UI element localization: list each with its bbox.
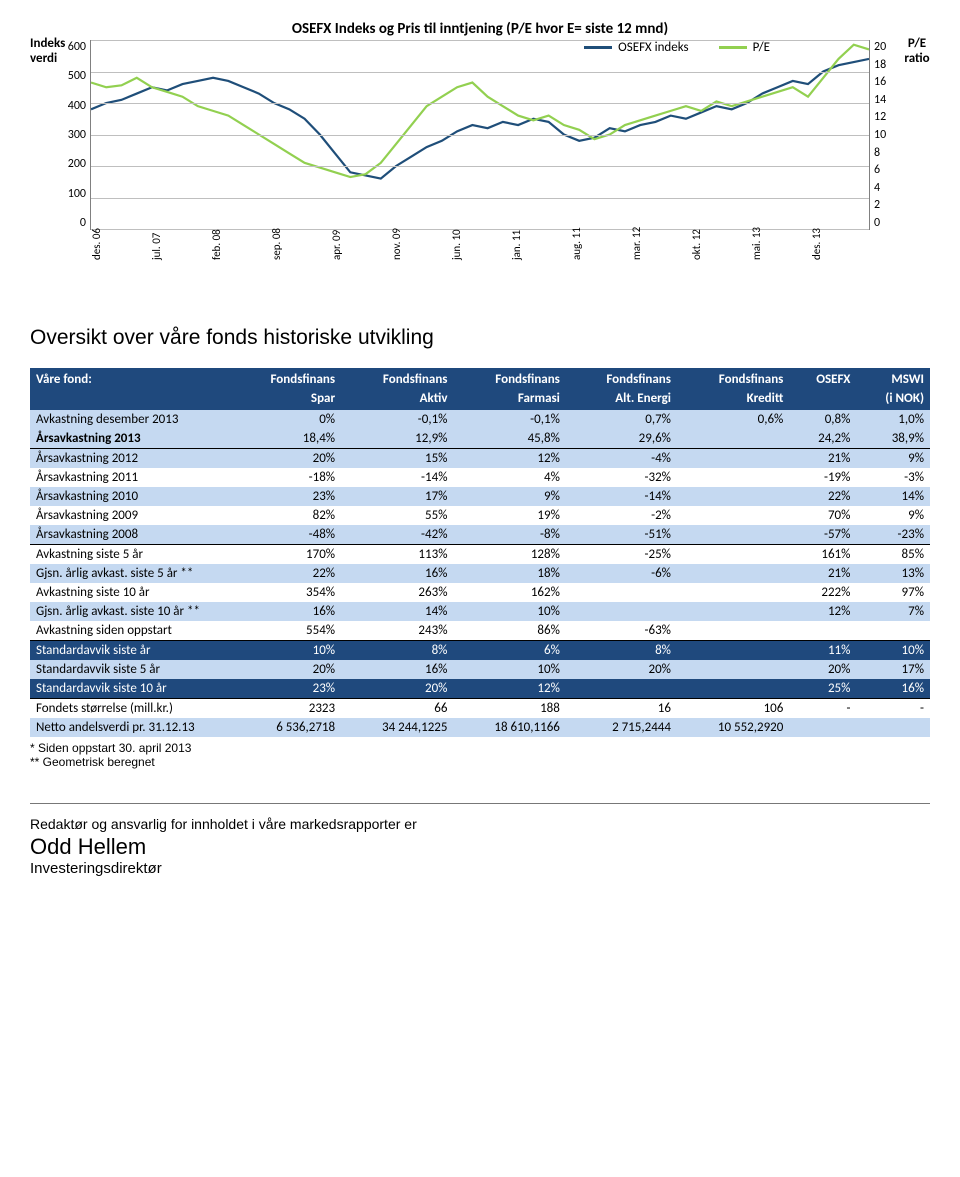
x-ticks: des. 06jul. 07feb. 08sep. 08apr. 09nov. … <box>90 230 870 286</box>
table-row: Årsavkastning 200982%55%19%-2%70%9% <box>30 506 930 525</box>
table-row: Årsavkastning 201220%15%12%-4%21%9% <box>30 449 930 469</box>
editor-role: Investeringsdirektør <box>30 860 930 877</box>
table-row: Årsavkastning 201023%17%9%-14%22%14% <box>30 487 930 506</box>
table-row: Netto andelsverdi pr. 31.12.136 536,2718… <box>30 718 930 737</box>
table-row: Gjsn. årlig avkast. siste 5 år **22%16%1… <box>30 564 930 583</box>
fund-table: Våre fond:FondsfinansFondsfinansFondsfin… <box>30 368 930 737</box>
table-row: Avkastning desember 20130%-0,1%-0,1%0,7%… <box>30 410 930 429</box>
table-row: Avkastning siden oppstart554%243%86%-63% <box>30 621 930 641</box>
y-left-label: Indeks verdi <box>30 36 56 66</box>
editor-intro: Redaktør og ansvarlig for innholdet i vå… <box>30 816 930 832</box>
section-title: Oversikt over våre fonds historiske utvi… <box>30 326 930 350</box>
table-row: Årsavkastning 2011-18%-14%4%-32%-19%-3% <box>30 468 930 487</box>
footnote-2: ** Geometrisk beregnet <box>30 755 930 769</box>
y-right-ticks: 20181614121086420 <box>870 40 904 230</box>
table-row: Gjsn. årlig avkast. siste 10 år **16%14%… <box>30 602 930 621</box>
table-row: Standardavvik siste 5 år20%16%10%20%20%1… <box>30 660 930 679</box>
divider <box>30 803 930 804</box>
table-row: Fondets størrelse (mill.kr.)232366188161… <box>30 699 930 719</box>
y-left-ticks: 6005004003002001000 <box>56 40 90 230</box>
fund-table-body: Avkastning desember 20130%-0,1%-0,1%0,7%… <box>30 410 930 737</box>
fund-table-head: Våre fond:FondsfinansFondsfinansFondsfin… <box>30 368 930 410</box>
table-row: Årsavkastning 2008-48%-42%-8%-51%-57%-23… <box>30 525 930 545</box>
chart-container: OSEFX Indeks og Pris til inntjening (P/E… <box>30 20 930 286</box>
editor-name: Odd Hellem <box>30 834 930 860</box>
table-row: Årsavkastning 201318,4%12,9%45,8%29,6%24… <box>30 429 930 449</box>
footnotes: * Siden oppstart 30. april 2013 ** Geome… <box>30 741 930 769</box>
y-right-label: P/E ratio <box>904 36 930 66</box>
table-row: Standardavvik siste år10%8%6%8%11%10% <box>30 641 930 661</box>
table-row: Avkastning siste 10 år354%263%162%222%97… <box>30 583 930 602</box>
table-row: Avkastning siste 5 år170%113%128%-25%161… <box>30 545 930 565</box>
chart-title: OSEFX Indeks og Pris til inntjening (P/E… <box>30 20 930 38</box>
footnote-1: * Siden oppstart 30. april 2013 <box>30 741 930 755</box>
table-row: Standardavvik siste 10 år23%20%12%25%16% <box>30 679 930 699</box>
